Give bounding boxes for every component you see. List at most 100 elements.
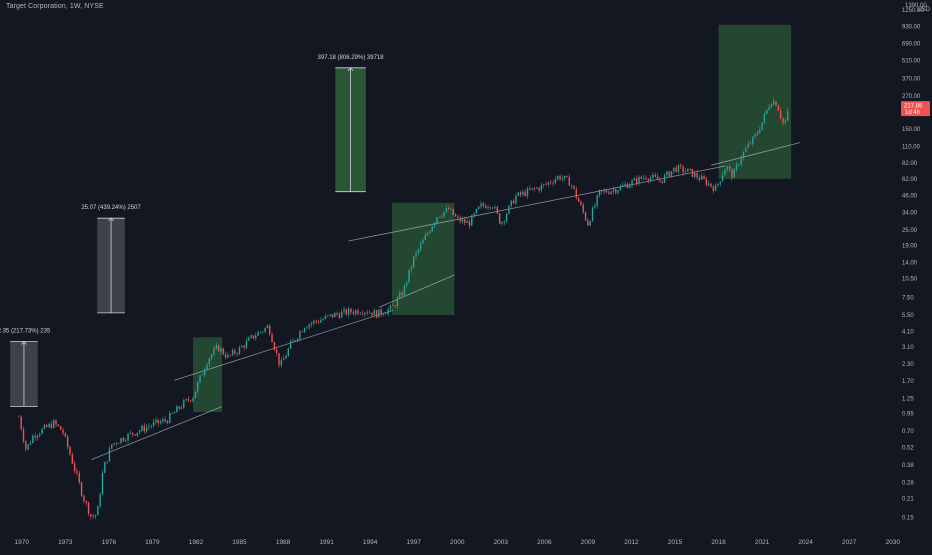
candle-body <box>635 178 638 184</box>
candle-body <box>624 184 626 186</box>
candle-body <box>66 436 69 448</box>
y-tick-label: 1250.00 <box>902 8 924 14</box>
candle-body <box>508 205 510 214</box>
candle-body <box>740 158 742 165</box>
candle-body <box>675 167 677 172</box>
candle-body <box>190 400 192 402</box>
candle-body <box>563 175 566 179</box>
candle-body <box>120 438 122 444</box>
candle-body <box>327 315 329 317</box>
box-layer: 2.35 (217.73%) 235 25.07 (439.24%) 2507 39… <box>0 24 792 412</box>
candle-body <box>475 209 478 214</box>
candle-body <box>141 425 143 431</box>
candle-body <box>747 143 749 149</box>
candle-body <box>62 429 64 434</box>
candle-body <box>752 136 754 144</box>
x-tick-label: 2012 <box>624 539 639 546</box>
candle-body <box>406 282 408 286</box>
candle-body <box>424 234 427 240</box>
x-tick-label: 2027 <box>842 539 857 546</box>
candle-body <box>633 178 636 181</box>
candle-body <box>76 470 78 474</box>
candle-body <box>550 182 552 184</box>
candle-body <box>373 310 375 316</box>
candle-body <box>457 216 459 218</box>
candle-body <box>32 435 34 444</box>
x-tick-label: 1970 <box>15 539 30 546</box>
candle-body <box>145 427 148 432</box>
candle-body <box>159 421 162 424</box>
candle-body <box>756 132 759 135</box>
candle-body <box>433 222 436 227</box>
candle-body <box>203 369 206 375</box>
candle-body <box>680 165 682 167</box>
candle-body <box>454 214 457 217</box>
candle-body <box>364 312 366 315</box>
candle-body <box>666 171 668 176</box>
candle-body <box>308 324 310 328</box>
candle-body <box>522 191 524 195</box>
candle-body <box>231 350 234 355</box>
price-tag-countdown: 1d 4h <box>905 110 920 116</box>
candle-body <box>152 422 155 426</box>
candle-body <box>733 169 735 178</box>
candle-body <box>166 420 169 423</box>
candle-body <box>36 435 39 438</box>
candle-body <box>703 175 705 179</box>
measure-label: 2.35 (217.73%) 235 <box>0 329 51 335</box>
candle-body <box>69 447 71 455</box>
candle-body <box>721 175 724 182</box>
candle-body <box>361 313 364 315</box>
candle-body <box>638 176 640 184</box>
candle-body <box>94 515 97 517</box>
candle-body <box>536 187 538 189</box>
candle-body <box>220 348 222 352</box>
y-tick-label: 0.38 <box>902 463 914 469</box>
measure-arrow-head <box>108 217 114 222</box>
candle-body <box>557 175 559 180</box>
candle-body <box>540 184 543 191</box>
candle-body <box>71 454 73 464</box>
candle-body <box>171 413 173 414</box>
x-tick-label: 1991 <box>319 539 334 546</box>
candle-body <box>443 211 445 217</box>
x-tick-label: 1988 <box>276 539 291 546</box>
measure-arrow-head <box>21 340 27 345</box>
candle-body <box>529 188 531 190</box>
candle-body <box>596 195 598 206</box>
candle-body <box>285 355 287 359</box>
candle-body <box>663 175 666 183</box>
candle-body <box>34 435 36 438</box>
candle-body <box>217 345 220 352</box>
candle-body <box>691 168 694 177</box>
candle-body <box>22 429 25 442</box>
x-tick-label: 2015 <box>668 539 683 546</box>
candle-body <box>27 444 29 450</box>
price-tag-box <box>901 101 930 117</box>
x-tick-label: 2006 <box>537 539 552 546</box>
candle-body <box>687 168 689 172</box>
x-tick-label: 1976 <box>102 539 117 546</box>
candle-body <box>401 292 403 296</box>
x-tick-label: 2003 <box>494 539 509 546</box>
candle-body <box>689 168 691 170</box>
y-tick-label: 270.00 <box>902 94 921 100</box>
candle-body <box>106 461 108 463</box>
candle-body <box>371 312 373 316</box>
candle-body <box>322 318 324 321</box>
candle-body <box>510 200 512 206</box>
candle-body <box>779 110 782 118</box>
candle-body <box>197 382 199 392</box>
y-tick-label: 930.00 <box>902 25 921 31</box>
candle-body <box>640 176 643 179</box>
candle-body <box>642 177 645 179</box>
currency-label: USD <box>917 7 930 13</box>
candle-body <box>310 323 313 325</box>
candle-body <box>629 185 631 189</box>
x-tick-label: 1979 <box>145 539 160 546</box>
candle-body <box>59 426 62 430</box>
candle-body <box>250 335 252 338</box>
